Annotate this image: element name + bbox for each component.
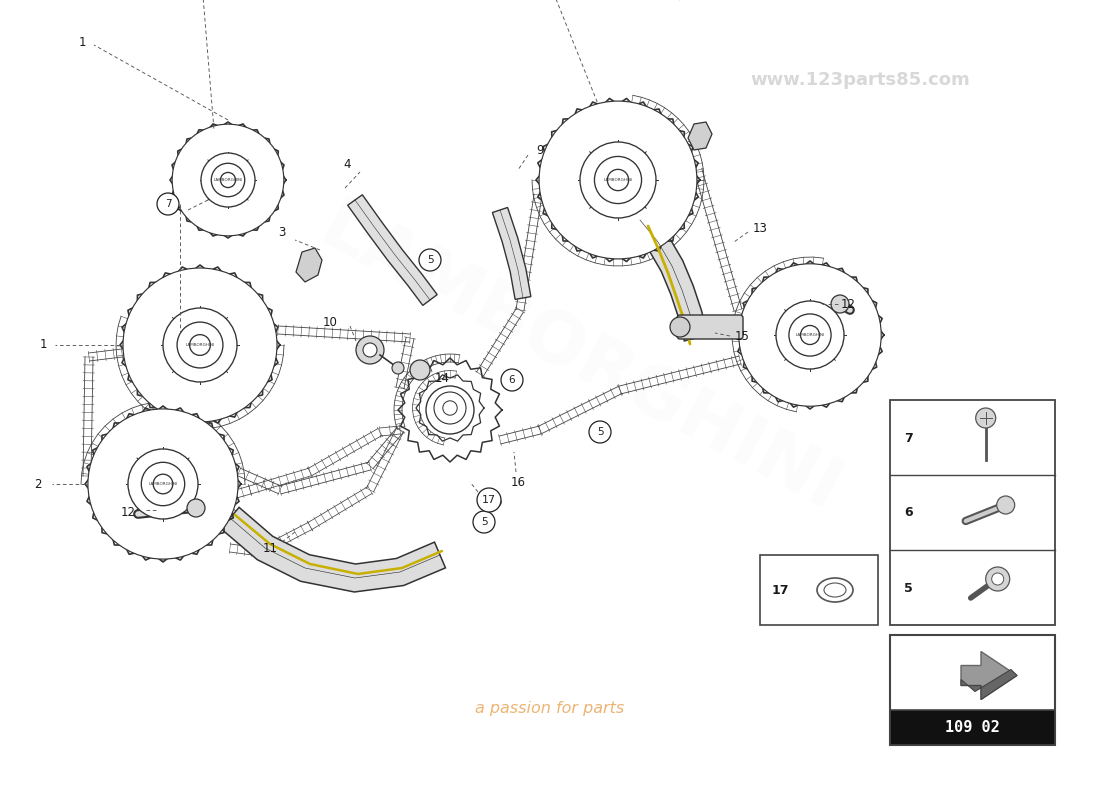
Text: 12: 12 [121, 506, 135, 518]
Text: 7: 7 [904, 431, 913, 445]
Ellipse shape [478, 495, 500, 509]
Bar [760, 555, 878, 625]
Text: 109 02: 109 02 [945, 720, 1000, 735]
Circle shape [997, 496, 1014, 514]
Circle shape [594, 157, 641, 203]
Circle shape [201, 153, 255, 207]
Circle shape [153, 474, 173, 494]
Text: LAMBORGHINI: LAMBORGHINI [186, 343, 214, 347]
Circle shape [776, 301, 844, 369]
Circle shape [163, 308, 236, 382]
Text: 2: 2 [34, 478, 42, 490]
Circle shape [500, 369, 522, 391]
Text: 17: 17 [772, 583, 790, 597]
Circle shape [670, 317, 690, 337]
Text: LAMBORGHINI: LAMBORGHINI [213, 178, 243, 182]
Text: 14: 14 [434, 371, 450, 385]
Text: 15: 15 [735, 330, 749, 342]
Text: 11: 11 [263, 542, 277, 554]
Bar [890, 635, 1055, 745]
Text: a passion for parts: a passion for parts [475, 701, 625, 715]
Polygon shape [961, 670, 1018, 699]
Text: 13: 13 [752, 222, 768, 234]
Text: 12: 12 [840, 298, 856, 310]
Circle shape [580, 142, 656, 218]
Circle shape [789, 314, 832, 356]
Polygon shape [348, 194, 437, 306]
Ellipse shape [483, 498, 497, 506]
Circle shape [539, 101, 697, 259]
Text: LAMBORGHINI: LAMBORGHINI [604, 178, 632, 182]
Text: 7: 7 [165, 199, 172, 209]
Circle shape [976, 408, 996, 428]
Polygon shape [688, 122, 712, 150]
Polygon shape [221, 507, 446, 592]
Circle shape [439, 399, 461, 421]
FancyBboxPatch shape [676, 315, 742, 339]
Circle shape [157, 193, 179, 215]
Circle shape [123, 268, 277, 422]
Text: 3: 3 [278, 226, 286, 239]
Circle shape [410, 360, 430, 380]
Circle shape [473, 511, 495, 533]
Circle shape [607, 170, 628, 190]
Text: 5: 5 [481, 517, 487, 527]
Circle shape [588, 421, 610, 443]
Circle shape [363, 343, 377, 357]
Text: 6: 6 [508, 375, 515, 385]
Bar [890, 710, 1055, 745]
Text: 16: 16 [510, 475, 526, 489]
Circle shape [187, 499, 205, 517]
Text: 5: 5 [904, 582, 913, 594]
Circle shape [356, 336, 384, 364]
Circle shape [426, 386, 474, 434]
Text: 1: 1 [40, 338, 46, 351]
Text: 1: 1 [78, 35, 86, 49]
Text: LAMBORGHINI: LAMBORGHINI [308, 194, 852, 526]
Circle shape [739, 264, 881, 406]
Polygon shape [296, 248, 322, 282]
Circle shape [986, 567, 1010, 591]
Polygon shape [630, 213, 707, 341]
Ellipse shape [824, 583, 846, 597]
Circle shape [419, 249, 441, 271]
Circle shape [443, 401, 458, 415]
Circle shape [477, 488, 500, 512]
Ellipse shape [817, 578, 852, 602]
Text: 5: 5 [596, 427, 603, 437]
Circle shape [173, 124, 284, 236]
Polygon shape [493, 207, 531, 299]
Text: 10: 10 [322, 315, 338, 329]
Circle shape [177, 322, 223, 368]
Circle shape [189, 334, 210, 355]
Text: www.123parts85.com: www.123parts85.com [750, 71, 970, 89]
Text: 17: 17 [482, 495, 496, 505]
Text: 9: 9 [537, 143, 543, 157]
Bar [890, 400, 1055, 625]
Circle shape [211, 163, 244, 197]
Circle shape [392, 362, 404, 374]
Text: LAMBORGHINI: LAMBORGHINI [795, 333, 825, 337]
Circle shape [128, 449, 198, 519]
Circle shape [434, 392, 466, 424]
Circle shape [992, 573, 1003, 585]
Circle shape [141, 462, 185, 506]
Polygon shape [961, 651, 1018, 699]
Text: LAMBORGHINI: LAMBORGHINI [148, 482, 177, 486]
Text: 6: 6 [904, 506, 913, 519]
Text: 4: 4 [343, 158, 351, 170]
Circle shape [88, 409, 238, 559]
Circle shape [830, 295, 849, 313]
Circle shape [801, 326, 820, 345]
Circle shape [220, 173, 235, 187]
Text: 5: 5 [427, 255, 433, 265]
